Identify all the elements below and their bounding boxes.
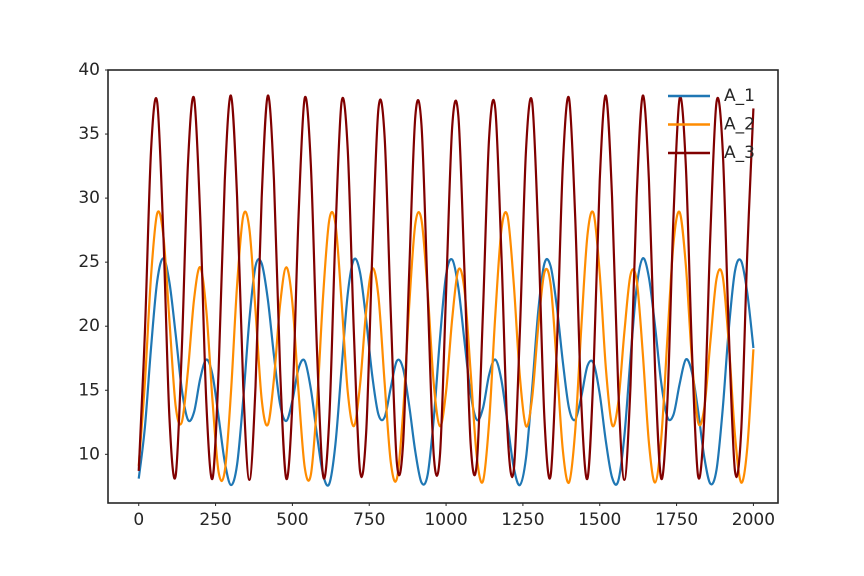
line-series <box>137 94 755 482</box>
y-tick-label: 25 <box>78 252 100 272</box>
x-tick-label: 250 <box>199 510 231 530</box>
y-tick-label: 15 <box>78 380 100 400</box>
y-tick-label: 30 <box>78 188 100 208</box>
y-tick-label: 10 <box>78 444 100 464</box>
x-tick-label: 750 <box>353 510 385 530</box>
legend: A_1 A_2 A_3 <box>668 86 755 163</box>
legend-label: A_3 <box>724 143 755 163</box>
y-tick-label: 40 <box>78 60 100 80</box>
x-tick-label: 1250 <box>501 510 544 530</box>
x-tick-label: 1500 <box>578 510 621 530</box>
x-tick-label: 500 <box>276 510 308 530</box>
y-tick-label: 20 <box>78 316 100 336</box>
legend-label: A_1 <box>724 86 755 106</box>
x-tick-label: 1000 <box>424 510 467 530</box>
axes-frame <box>107 69 779 504</box>
y-tick-label: 35 <box>78 124 100 144</box>
x-tick-label: 0 <box>133 510 144 530</box>
plot-area <box>137 94 755 487</box>
legend-label: A_2 <box>724 115 755 135</box>
x-tick-label: 1750 <box>655 510 698 530</box>
x-tick-label: 2000 <box>732 510 775 530</box>
